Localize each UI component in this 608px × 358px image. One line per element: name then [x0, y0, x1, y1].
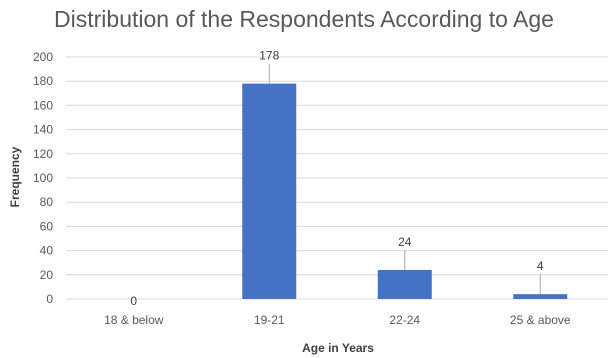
y-tick-label: 0: [46, 292, 53, 306]
x-axis-ticks: 18 & below 19-21 22-24 25 & above: [104, 313, 571, 327]
y-tick-label: 140: [33, 123, 53, 137]
y-axis-title: Frequency: [8, 146, 22, 207]
data-labels: 0 178 24 4: [130, 49, 544, 308]
y-tick-label: 120: [33, 147, 53, 161]
x-tick-label: 18 & below: [104, 313, 164, 327]
y-tick-label: 100: [33, 171, 53, 185]
y-tick-label: 200: [33, 50, 53, 64]
x-axis-title: Age in Years: [302, 341, 374, 355]
x-tick-label: 25 & above: [510, 313, 571, 327]
y-tick-label: 80: [40, 195, 54, 209]
data-label: 4: [537, 259, 544, 273]
x-tick-label: 19-21: [254, 313, 285, 327]
data-label: 24: [398, 235, 412, 249]
gridlines: [66, 56, 608, 300]
y-axis-ticks: 0 20 40 60 80 100 120 140 160 180 200: [33, 50, 53, 306]
y-tick-label: 20: [40, 268, 54, 282]
leader-lines: [268, 63, 541, 295]
data-label: 178: [259, 49, 279, 63]
y-tick-label: 40: [40, 244, 54, 258]
x-tick-label: 22-24: [389, 313, 420, 327]
y-tick-label: 160: [33, 98, 53, 112]
y-tick-label: 60: [40, 219, 54, 233]
bars: [242, 83, 568, 300]
data-label: 0: [130, 294, 137, 308]
bar: [513, 294, 568, 299]
bar: [377, 269, 432, 299]
bar: [242, 83, 297, 300]
chart-title: Distribution of the Respondents Accordin…: [54, 6, 554, 32]
y-tick-label: 180: [33, 74, 53, 88]
